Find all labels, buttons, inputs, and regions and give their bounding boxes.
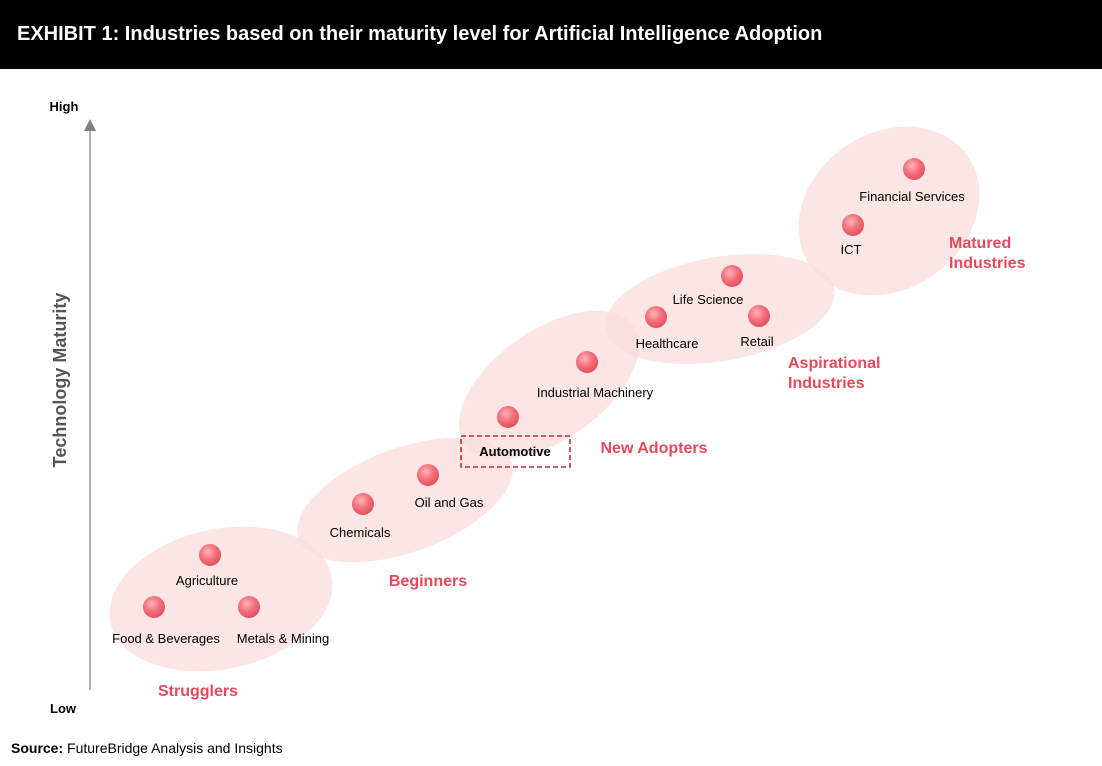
y-axis-title: Technology Maturity <box>50 293 70 468</box>
node-metals-mining <box>238 596 260 618</box>
node-food-beverages <box>143 596 165 618</box>
group-label-new-adopters: New Adopters <box>601 440 708 457</box>
ellipse-beginners <box>297 437 513 563</box>
label-chemicals: Chemicals <box>330 525 391 540</box>
node-oil-gas <box>417 464 439 486</box>
node-chemicals <box>352 493 374 515</box>
node-retail <box>748 305 770 327</box>
label-healthcare: Healthcare <box>636 336 699 351</box>
label-life-science: Life Science <box>673 292 744 307</box>
group-label-matured-line-1: Matured <box>949 235 1011 252</box>
label-metals-mining: Metals & Mining <box>237 631 329 646</box>
group-label-aspirational: Aspirational Industries <box>788 355 885 392</box>
automotive-highlight-box <box>460 435 571 468</box>
industry-nodes <box>143 158 925 618</box>
group-label-matured-line-2: Industries <box>949 255 1026 272</box>
y-axis-arrow-icon <box>84 119 96 131</box>
ellipse-matured <box>798 126 980 296</box>
node-automotive <box>497 406 519 428</box>
y-axis-low-label: Low <box>50 701 77 716</box>
label-agriculture: Agriculture <box>176 573 238 588</box>
group-label-aspirational-line-1: Aspirational <box>788 355 880 372</box>
label-financial-services: Financial Services <box>859 189 965 204</box>
ellipse-aspirational <box>605 253 835 365</box>
label-industrial-machinery: Industrial Machinery <box>537 385 654 400</box>
group-label-aspirational-line-2: Industries <box>788 375 865 392</box>
source-note: Source: FutureBridge Analysis and Insigh… <box>11 740 283 756</box>
label-automotive: Automotive <box>479 444 551 459</box>
source-label: Source: <box>11 740 64 756</box>
source-text: FutureBridge Analysis and Insights <box>67 740 283 756</box>
label-retail: Retail <box>740 334 773 349</box>
ellipse-strugglers <box>109 526 333 672</box>
node-life-science <box>721 265 743 287</box>
node-healthcare <box>645 306 667 328</box>
group-label-beginners: Beginners <box>389 573 467 590</box>
node-financial-services <box>903 158 925 180</box>
node-industrial-machinery <box>576 351 598 373</box>
y-axis-high-label: High <box>50 99 79 114</box>
label-food-beverages: Food & Beverages <box>112 631 220 646</box>
label-ict: ICT <box>841 242 862 257</box>
exhibit-title: EXHIBIT 1: Industries based on their mat… <box>0 0 1102 69</box>
group-label-matured: Matured Industries <box>949 235 1026 272</box>
node-agriculture <box>199 544 221 566</box>
label-oil-gas: Oil and Gas <box>415 495 484 510</box>
group-label-strugglers: Strugglers <box>158 683 238 700</box>
node-ict <box>842 214 864 236</box>
